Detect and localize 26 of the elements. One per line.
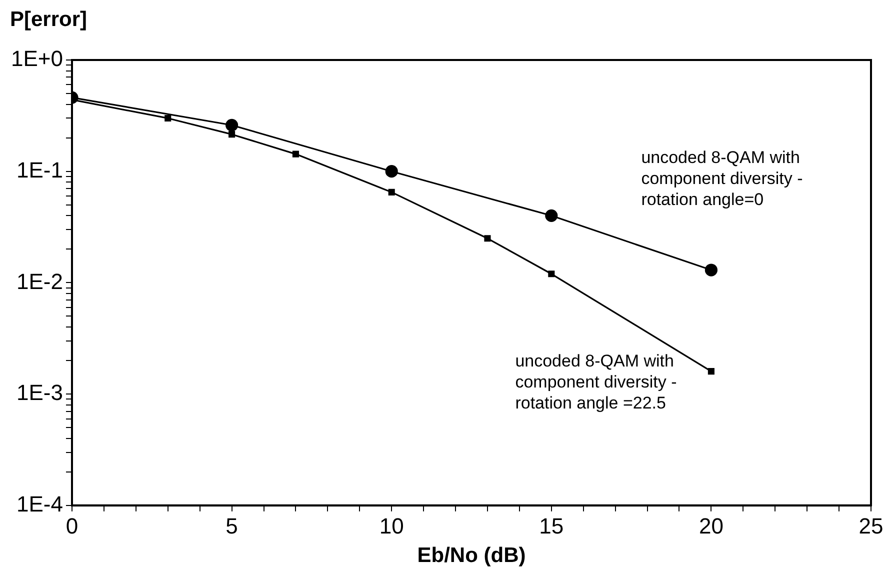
point	[385, 165, 398, 178]
x-tick-label: 5	[226, 514, 238, 539]
point	[164, 114, 172, 122]
point	[225, 118, 238, 132]
text: uncoded 8-QAM with component diversity - rotation angle=0	[641, 148, 803, 210]
x-tick-label: 10	[379, 514, 404, 539]
point	[704, 264, 718, 276]
point	[292, 150, 299, 158]
x-tick-label: 25	[858, 514, 884, 539]
x-tick-label: 20	[698, 514, 724, 539]
x-axis-title: Eb/No (dB)	[417, 544, 526, 568]
point	[708, 368, 714, 375]
y-tick-label: 1E-4	[16, 491, 63, 516]
point	[228, 131, 236, 138]
y-tick-label: 1E-1	[16, 157, 63, 182]
point	[388, 188, 395, 196]
point	[545, 209, 558, 222]
point	[548, 270, 555, 278]
y-tick-label: 1E-3	[16, 380, 63, 406]
x-tick-label: 0	[66, 514, 78, 539]
y-tick-label: 1E-2	[16, 268, 63, 294]
series-label: uncoded 8-QAM with component diversity - rotation angle =22.5	[515, 352, 677, 413]
y-tick-label: 1E+0	[10, 46, 63, 72]
chart-title: P[error]	[10, 8, 88, 32]
x-tick-label: 15	[539, 514, 564, 539]
point	[484, 235, 491, 242]
